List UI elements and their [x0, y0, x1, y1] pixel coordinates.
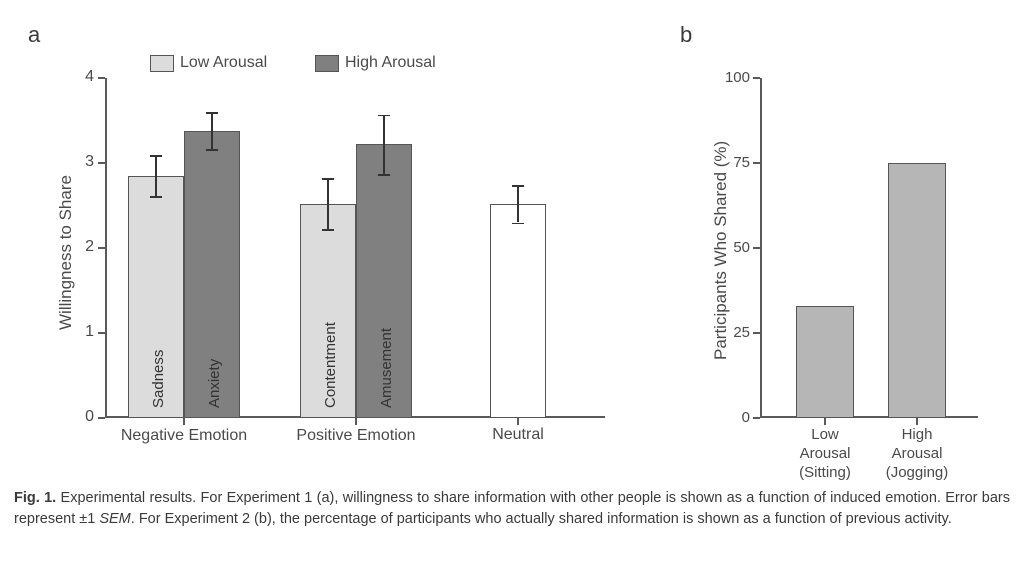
- errcap-contentment-top: [322, 178, 334, 180]
- bar-label-amusement: Amusement: [378, 328, 395, 408]
- panel-b-ytick: [753, 162, 760, 164]
- panel-a-ytick-label: 4: [70, 68, 94, 86]
- panel-b-ytick-label: 0: [720, 409, 750, 426]
- panel-b-y-axis: [760, 78, 762, 418]
- errbar-neutral: [517, 185, 519, 222]
- xcat-line: (Sitting): [799, 464, 851, 481]
- errcap-sadness-bot: [150, 196, 162, 198]
- panel-a-label: a: [28, 22, 40, 48]
- panel-b-ytick: [753, 247, 760, 249]
- bar-neutral: [490, 204, 546, 418]
- errcap-sadness-top: [150, 155, 162, 157]
- panel-a-ytick: [98, 162, 105, 164]
- errcap-contentment-bot: [322, 229, 334, 231]
- errcap-anxiety-bot: [206, 149, 218, 151]
- figure-caption: Fig. 1. Experimental results. For Experi…: [14, 488, 1010, 530]
- xcat-line: Arousal: [892, 445, 943, 462]
- panel-a-ytick-label: 3: [70, 153, 94, 171]
- xcat-neutral: Neutral: [478, 426, 558, 444]
- bar-label-sadness: Sadness: [150, 350, 167, 408]
- panel-b-ytick: [753, 332, 760, 334]
- panel-b-ytick-label: 75: [720, 154, 750, 171]
- bar-label-anxiety: Anxiety: [206, 359, 223, 408]
- bar-high-arousal: [888, 163, 946, 418]
- panel-a-ytick: [98, 247, 105, 249]
- xcat-line: (Jogging): [886, 464, 949, 481]
- figure-root: a Willingness to Share 0 1 2 3 4 Low Aro…: [0, 0, 1024, 562]
- panel-a-xtick: [355, 418, 357, 425]
- legend-swatch-high: [315, 55, 339, 72]
- errbar-anxiety: [211, 112, 213, 149]
- xcat-line: Arousal: [800, 445, 851, 462]
- panel-a-ytick-label: 0: [70, 408, 94, 426]
- xcat-line: High: [902, 426, 933, 443]
- errcap-amusement-bot: [378, 174, 390, 176]
- caption-sem: SEM: [99, 511, 130, 527]
- panel-b-label: b: [680, 22, 692, 48]
- xcat-positive: Positive Emotion: [290, 426, 422, 446]
- panel-a-xtick: [183, 418, 185, 425]
- panel-a-ytick: [98, 77, 105, 79]
- panel-b-ytick-label: 25: [720, 324, 750, 341]
- errcap-amusement-top: [378, 115, 390, 117]
- panel-a-ytick-label: 1: [70, 323, 94, 341]
- xcat-line: Low: [811, 426, 839, 443]
- panel-b-xtick: [916, 418, 918, 425]
- panel-a-y-axis: [105, 78, 107, 418]
- caption-text: . For Experiment 2 (b), the percentage o…: [131, 511, 952, 527]
- panel-a-ytick: [98, 332, 105, 334]
- panel-a-ytick: [98, 417, 105, 419]
- bar-low-arousal: [796, 306, 854, 418]
- xcat-low-arousal: Low Arousal (Sitting): [783, 426, 867, 482]
- errcap-neutral-bot: [512, 223, 524, 225]
- panel-b-ytick-label: 100: [716, 69, 750, 86]
- legend-swatch-low: [150, 55, 174, 72]
- errcap-anxiety-top: [206, 112, 218, 114]
- panel-b-ytick: [753, 417, 760, 419]
- errbar-amusement: [383, 115, 385, 175]
- bar-label-contentment: Contentment: [322, 322, 339, 408]
- xcat-high-arousal: High Arousal (Jogging): [875, 426, 959, 482]
- errbar-contentment: [327, 178, 329, 229]
- caption-prefix: Fig. 1.: [14, 490, 56, 506]
- xcat-negative: Negative Emotion: [118, 426, 250, 446]
- legend-label-low: Low Arousal: [180, 54, 267, 72]
- errcap-neutral-top: [512, 185, 524, 187]
- panel-b-ytick-label: 50: [720, 239, 750, 256]
- panel-b-xtick: [824, 418, 826, 425]
- panel-b-ytick: [753, 77, 760, 79]
- panel-a-xtick: [517, 418, 519, 425]
- errbar-sadness: [155, 155, 157, 196]
- legend-label-high: High Arousal: [345, 54, 436, 72]
- panel-a-ytick-label: 2: [70, 238, 94, 256]
